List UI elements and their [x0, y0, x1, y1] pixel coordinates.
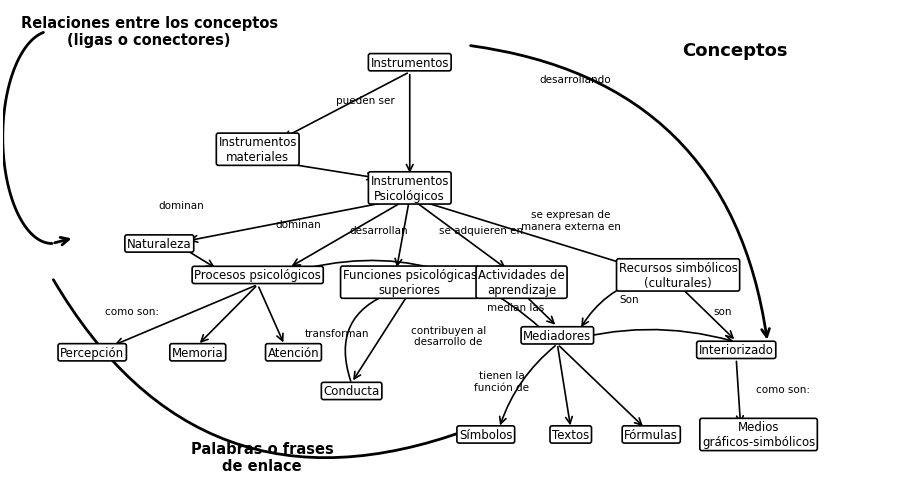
Text: se adquieren en: se adquieren en: [439, 225, 524, 236]
Text: dominan: dominan: [275, 220, 320, 230]
Text: Atención: Atención: [267, 346, 320, 359]
Text: Instrumentos
materiales: Instrumentos materiales: [219, 136, 297, 164]
Text: Palabras o frases
de enlace: Palabras o frases de enlace: [191, 441, 334, 473]
Text: Interiorizado: Interiorizado: [698, 344, 774, 357]
Text: como son:: como son:: [105, 306, 159, 317]
Text: Recursos simbólicos
(culturales): Recursos simbólicos (culturales): [618, 262, 737, 289]
Text: Textos: Textos: [552, 428, 590, 441]
Text: tienen la
función de: tienen la función de: [474, 371, 529, 392]
Text: median las: median las: [487, 303, 544, 313]
Text: Fórmulas: Fórmulas: [625, 428, 679, 441]
Text: Medios
gráficos-simbólicos: Medios gráficos-simbólicos: [702, 421, 815, 448]
Text: Instrumentos: Instrumentos: [371, 57, 449, 70]
Text: Son: Son: [619, 294, 639, 305]
Text: como son:: como son:: [756, 384, 810, 394]
Text: Funciones psicológicas
superiores: Funciones psicológicas superiores: [343, 268, 477, 297]
Text: Conceptos: Conceptos: [682, 42, 788, 60]
Text: Procesos psicológicos: Procesos psicológicos: [194, 269, 321, 282]
Text: Instrumentos
Psicológicos: Instrumentos Psicológicos: [371, 175, 449, 203]
Text: transforman: transforman: [305, 328, 370, 338]
Text: dominan: dominan: [158, 201, 204, 210]
Text: son: son: [714, 306, 732, 317]
Text: desarrollando: desarrollando: [539, 75, 611, 85]
Text: se expresan de
manera externa en: se expresan de manera externa en: [521, 210, 621, 232]
Text: Mediadores: Mediadores: [523, 329, 591, 342]
Text: Símbolos: Símbolos: [459, 428, 512, 441]
Text: Actividades de
aprendizaje: Actividades de aprendizaje: [478, 268, 565, 297]
Text: desarrollan: desarrollan: [349, 225, 408, 236]
Text: Naturaleza: Naturaleza: [127, 238, 192, 250]
Text: Memoria: Memoria: [172, 346, 223, 359]
Text: contribuyen al
desarrollo de: contribuyen al desarrollo de: [410, 325, 486, 346]
Text: Relaciones entre los conceptos
(ligas o conectores): Relaciones entre los conceptos (ligas o …: [21, 16, 278, 48]
Text: Percepción: Percepción: [60, 346, 124, 359]
Text: Conducta: Conducta: [323, 385, 380, 398]
Text: pueden ser: pueden ser: [336, 96, 394, 106]
